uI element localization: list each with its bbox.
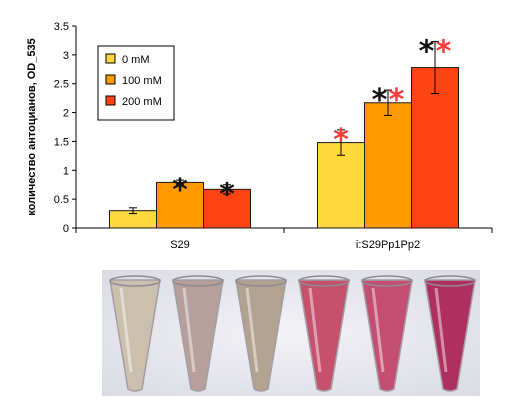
legend-label: 200 mM <box>122 96 162 108</box>
bar-chart: 0 0.5 1 1.5 2 2.5 3 3.5 количество антоцианов, O… <box>26 21 493 251</box>
legend-swatch <box>105 95 116 106</box>
y-tick-label: 0.5 <box>54 194 69 206</box>
tube-rim <box>109 275 161 287</box>
y-tick-label: 3.5 <box>54 21 69 33</box>
significance-star: * <box>333 123 349 158</box>
legend-label: 0 mM <box>122 54 150 66</box>
tube-rim <box>361 275 413 287</box>
legend: 0 mM 100 mM 200 mM <box>97 45 175 121</box>
bar-0-mm <box>317 142 365 229</box>
legend-label: 100 mM <box>122 75 162 87</box>
y-tick-label: 3 <box>63 50 69 62</box>
bar-100-mm <box>364 102 412 229</box>
test-tube <box>298 275 350 392</box>
tube-highlight <box>371 287 385 373</box>
test-tube <box>235 275 287 392</box>
significance-star: * <box>389 83 405 118</box>
tube-liquid <box>172 279 224 392</box>
x-tick-label: i:S29Pp1Pp2 <box>356 239 420 251</box>
test-tube <box>361 275 413 392</box>
y-tick-label: 1.5 <box>54 136 69 148</box>
tube-highlight <box>434 287 448 373</box>
significance-star: * <box>219 178 235 213</box>
photo-background <box>102 270 480 396</box>
tube-liquid <box>361 279 413 392</box>
tube-rim <box>298 275 350 287</box>
test-tube <box>109 275 161 392</box>
tube-highlight <box>119 287 133 373</box>
significance-star: * <box>172 173 188 208</box>
tube-liquid <box>235 279 287 392</box>
y-tick-label: 0 <box>63 223 69 235</box>
tube-liquid <box>298 279 350 392</box>
significance-star: * <box>372 83 388 118</box>
significance-star: * <box>436 35 452 70</box>
test-tubes-photo <box>102 270 480 396</box>
tube-rim <box>235 275 287 287</box>
test-tube <box>424 275 476 392</box>
tube-highlight <box>182 287 196 373</box>
bar-200-mm <box>411 67 459 229</box>
legend-swatch <box>105 74 116 85</box>
significance-star: * <box>419 35 435 70</box>
tube-rim <box>172 275 224 287</box>
tube-highlight <box>245 287 259 373</box>
y-tick-label: 1 <box>63 165 69 177</box>
y-tick-label: 2.5 <box>54 79 69 91</box>
y-axis-label: количество антоцианов, OD_535 <box>26 38 38 215</box>
tube-liquid <box>109 279 161 392</box>
legend-swatch <box>105 53 116 64</box>
tube-rim <box>424 275 476 287</box>
tube-liquid <box>424 279 476 392</box>
tube-highlight <box>308 287 322 373</box>
x-tick-label: S29 <box>170 239 190 251</box>
test-tube <box>172 275 224 392</box>
y-tick-label: 2 <box>63 108 69 120</box>
